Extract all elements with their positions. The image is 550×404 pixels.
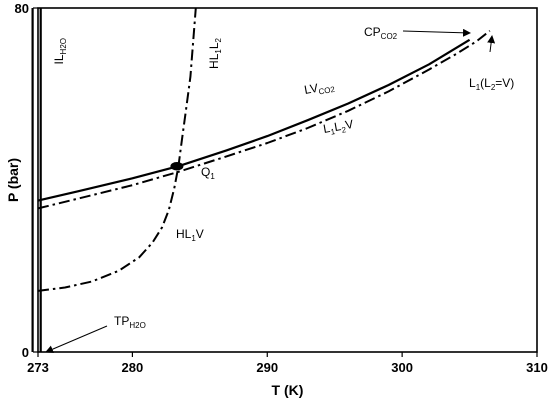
cp-arrow bbox=[402, 28, 471, 37]
label-tp-part: H2O bbox=[129, 321, 145, 330]
label-l1l2v-part: L bbox=[333, 119, 342, 134]
x-tick-label-290: 290 bbox=[256, 360, 278, 375]
label-l1l2v: L1L2V bbox=[322, 117, 355, 138]
y-tick-label-0: 0 bbox=[22, 345, 29, 360]
label-il-part: H2O bbox=[59, 38, 68, 54]
plot-frame bbox=[37, 7, 538, 353]
label-l1l2v-part: V bbox=[344, 117, 354, 132]
x-tick-label-280: 280 bbox=[122, 360, 144, 375]
label-l1l2eqv-part: 2 bbox=[491, 83, 496, 92]
label-q1-part: Q bbox=[201, 165, 210, 179]
label-lv-part: LV bbox=[303, 81, 319, 97]
x-tick-label-300: 300 bbox=[391, 360, 413, 375]
label-q1-part: 1 bbox=[210, 172, 215, 181]
label-tp-part: TP bbox=[114, 314, 129, 328]
y-tick-label-80: 80 bbox=[15, 1, 29, 16]
x-axis-title: T (K) bbox=[272, 382, 304, 398]
label-il-part: L bbox=[52, 54, 66, 61]
label-cp-part: CP bbox=[364, 25, 381, 39]
annotations: ILH2OHL1L2CPCO2LVCO2L1L2VL1(L2=V)Q1HL1VT… bbox=[52, 25, 514, 330]
label-hl1l2-part: L bbox=[207, 42, 221, 49]
label-hl1v-part: HL bbox=[176, 227, 192, 241]
label-lv-part: CO2 bbox=[318, 85, 336, 97]
label-hl1l2-part: HL bbox=[207, 53, 221, 69]
label-cp: CPCO2 bbox=[364, 25, 398, 41]
series-hl1l2 bbox=[177, 7, 197, 168]
label-lv: LVCO2 bbox=[303, 78, 336, 99]
label-l1l2eqv-part: L bbox=[469, 76, 476, 90]
y-axis-title: P (bar) bbox=[5, 158, 21, 202]
annotation-arrows bbox=[45, 28, 496, 353]
x-tick-label-310: 310 bbox=[526, 360, 548, 375]
label-il-part: I bbox=[52, 61, 66, 64]
label-l1l2eqv-part: 1 bbox=[476, 83, 481, 92]
label-hl1l2-part: 1 bbox=[214, 49, 223, 54]
l1l2v-endpoint-arrow bbox=[487, 35, 496, 53]
label-hl1v-part: 1 bbox=[191, 234, 196, 243]
series-lv_co2 bbox=[37, 38, 471, 202]
label-q1: Q1 bbox=[201, 165, 215, 181]
quadruple-point-marker bbox=[170, 162, 184, 171]
label-cp-part: CO2 bbox=[381, 32, 398, 41]
label-l1l2v-part: L bbox=[322, 121, 331, 136]
tp-arrow bbox=[45, 325, 108, 353]
series-l1l2v bbox=[37, 30, 491, 210]
label-hl1l2-part: 2 bbox=[214, 37, 223, 42]
label-l1l2eqv-part: =V) bbox=[495, 76, 514, 90]
series-hl1v bbox=[37, 166, 180, 292]
axis-ticks: 273 280 290 300 310 0 80 bbox=[15, 1, 548, 375]
label-l1l2eqv-part: (L bbox=[480, 76, 491, 90]
series-group bbox=[31, 7, 491, 352]
label-hl1v-part: V bbox=[196, 227, 204, 241]
label-tp: TPH2O bbox=[114, 314, 146, 330]
label-l1l2v-part: 1 bbox=[330, 127, 336, 137]
label-hl1l2: HL1L2 bbox=[207, 37, 223, 68]
label-l1l2v-part: 2 bbox=[341, 125, 347, 135]
plot-border bbox=[37, 7, 538, 353]
label-hl1v: HL1V bbox=[176, 227, 204, 243]
label-il: ILH2O bbox=[52, 38, 68, 64]
label-l1l2eqv: L1(L2=V) bbox=[469, 76, 514, 92]
x-tick-label-273: 273 bbox=[27, 360, 49, 375]
